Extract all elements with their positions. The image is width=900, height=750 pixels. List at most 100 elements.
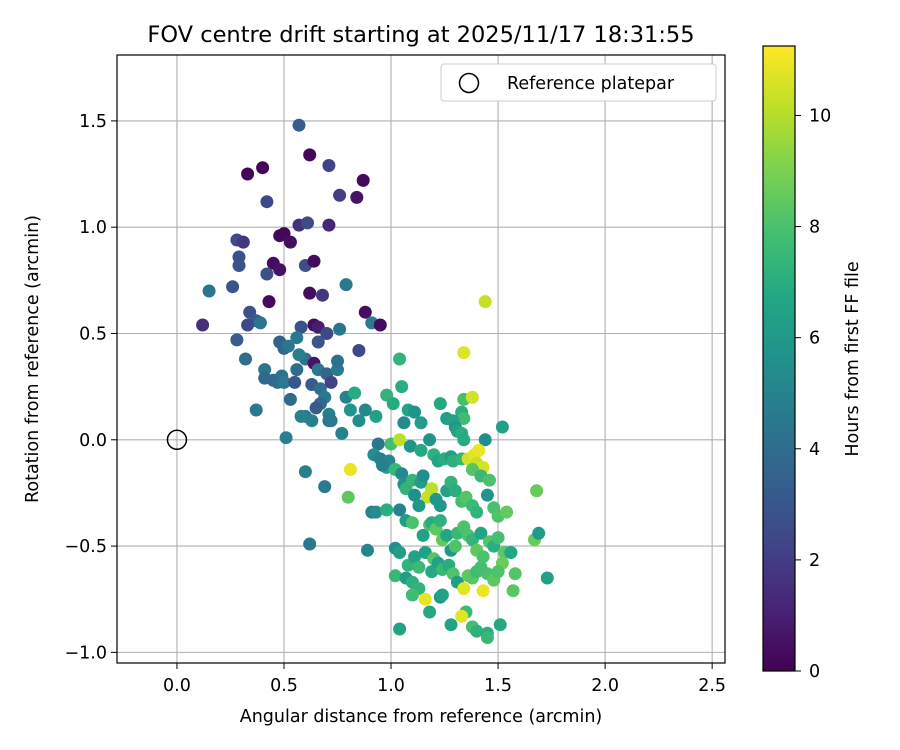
data-point: [408, 488, 422, 502]
data-point: [262, 295, 276, 309]
data-point: [493, 618, 507, 632]
data-point: [283, 235, 297, 249]
data-point: [322, 218, 336, 232]
legend-label-reference: Reference platepar: [507, 74, 675, 94]
x-tick-label: 1.0: [377, 676, 405, 696]
data-point: [303, 286, 317, 300]
data-point: [371, 437, 385, 451]
x-tick-label: 2.0: [591, 676, 619, 696]
data-point: [408, 405, 422, 419]
data-point: [303, 537, 317, 551]
data-point: [273, 263, 287, 277]
data-point: [457, 346, 471, 360]
colorbar-tick-label: 0: [809, 662, 820, 682]
data-point: [253, 316, 267, 330]
data-point: [352, 344, 366, 357]
data-point: [290, 331, 304, 345]
data-point: [532, 526, 546, 540]
legend: Reference platepar: [440, 63, 717, 102]
data-point: [491, 531, 505, 545]
colorbar-label: Hours from first FF file: [843, 261, 863, 456]
data-point: [294, 409, 308, 423]
data-point: [405, 516, 419, 530]
legend-marker-reference: [458, 72, 480, 94]
reference-layer: [166, 429, 188, 451]
data-point: [292, 348, 306, 362]
data-point: [433, 499, 447, 513]
data-point: [333, 188, 347, 202]
y-axis-ticks: −1.0 −0.5 0.0 0.5 1.0 1.5: [65, 112, 117, 663]
y-tick-label: 0.0: [79, 431, 107, 451]
reference-platepar-marker: [166, 429, 188, 451]
data-point: [335, 426, 349, 440]
chart-title: FOV centre drift starting at 2025/11/17 …: [147, 22, 694, 48]
data-point: [290, 363, 304, 377]
data-point: [408, 550, 422, 564]
data-point: [470, 505, 484, 519]
data-point: [393, 622, 407, 636]
data-point: [339, 278, 353, 292]
data-point: [305, 414, 319, 428]
data-point: [474, 560, 488, 574]
colorbar-tick-label: 8: [809, 218, 820, 238]
data-point: [423, 605, 437, 619]
data-point: [341, 490, 355, 504]
data-point: [476, 550, 490, 564]
data-point: [416, 469, 430, 483]
data-point: [448, 484, 462, 498]
data-point: [298, 465, 312, 479]
data-point: [495, 420, 509, 434]
data-point: [540, 571, 554, 585]
data-point: [414, 416, 428, 430]
data-point: [241, 167, 255, 181]
data-point: [448, 539, 462, 553]
y-tick-label: −0.5: [65, 537, 108, 557]
y-tick-label: 1.5: [79, 112, 107, 132]
data-point: [311, 335, 325, 349]
data-point: [281, 339, 295, 353]
data-point: [412, 499, 426, 513]
data-point: [416, 528, 430, 542]
data-point: [292, 118, 306, 132]
y-axis-label: Rotation from reference (arcmin): [23, 215, 43, 503]
data-point: [331, 354, 344, 368]
data-point: [226, 280, 240, 294]
colorbar-ticks: 0 2 4 6 8 10: [795, 106, 831, 682]
data-point: [241, 318, 255, 332]
data-point: [316, 288, 329, 302]
data-point: [369, 409, 383, 423]
data-point: [491, 565, 505, 579]
data-point: [386, 397, 400, 411]
colorbar-gradient: [763, 46, 795, 671]
data-point: [318, 480, 332, 494]
data-point: [425, 482, 439, 496]
x-tick-label: 2.5: [698, 676, 726, 696]
x-tick-label: 1.5: [484, 676, 512, 696]
data-point: [405, 588, 419, 602]
data-point: [423, 433, 437, 447]
data-point: [480, 488, 494, 502]
data-point: [236, 235, 250, 249]
x-tick-label: 0.0: [163, 676, 191, 696]
data-point: [307, 254, 321, 268]
data-point: [358, 403, 372, 417]
data-point: [350, 190, 364, 204]
data-point: [393, 546, 407, 559]
colorbar-tick-label: 2: [809, 551, 820, 571]
data-point: [506, 584, 520, 598]
x-axis-ticks: 0.0 0.5 1.0 1.5 2.0 2.5: [163, 663, 726, 696]
x-axis-label: Angular distance from reference (arcmin): [240, 707, 603, 727]
data-point: [358, 305, 372, 319]
data-point: [361, 543, 374, 557]
y-tick-label: 1.0: [79, 218, 107, 238]
data-point: [397, 416, 411, 430]
data-point: [324, 414, 338, 428]
data-point: [249, 403, 263, 417]
data-point: [465, 390, 479, 404]
data-point: [301, 216, 314, 230]
legend-box: [440, 63, 717, 102]
data-point: [348, 386, 362, 400]
y-tick-label: 0.5: [79, 324, 107, 344]
data-point: [403, 439, 417, 453]
